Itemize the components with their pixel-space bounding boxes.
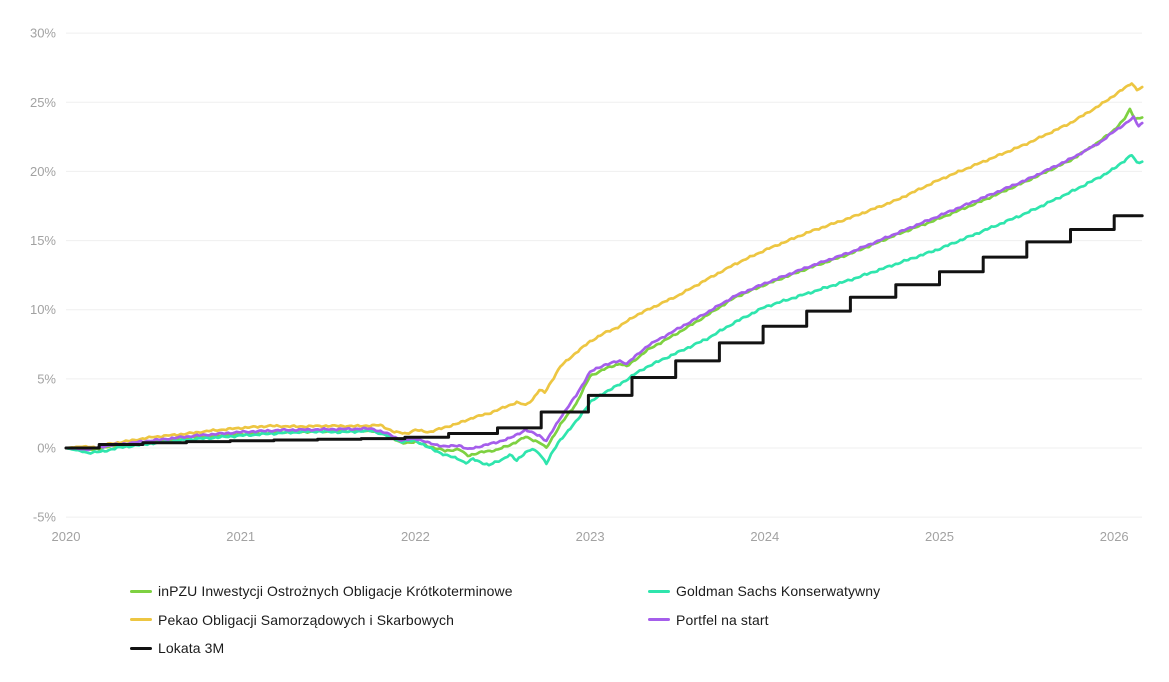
series-line-0: [64, 107, 1144, 458]
legend-label-lokata: Lokata 3M: [158, 640, 225, 657]
x-tick-label: 2022: [401, 529, 430, 544]
y-tick-label: 0%: [37, 441, 56, 456]
legend-label-portfel: Portfel na start: [676, 611, 769, 628]
y-tick-label: 20%: [30, 164, 56, 179]
portfel-line-swatch-icon: [648, 618, 670, 622]
x-tick-label: 2024: [750, 529, 779, 544]
legend-item-inpzu[interactable]: inPZU Inwestycji Ostrożnych Obligacje Kr…: [130, 583, 648, 599]
legend-item-goldman[interactable]: Goldman Sachs Konserwatywny: [648, 583, 880, 599]
lokata-line-swatch-icon: [130, 646, 152, 650]
x-tick-label: 2023: [576, 529, 605, 544]
x-tick-label: 2021: [226, 529, 255, 544]
legend-label-inpzu: inPZU Inwestycji Ostrożnych Obligacje Kr…: [158, 583, 513, 600]
legend-label-goldman: Goldman Sachs Konserwatywny: [676, 583, 881, 600]
series-line-3: [64, 115, 1144, 452]
y-tick-label: 10%: [30, 302, 56, 317]
x-tick-label: 2025: [925, 529, 954, 544]
goldman-line-swatch-icon: [648, 589, 670, 593]
y-tick-label: 25%: [30, 95, 56, 110]
performance-line-chart: 30% 25% 20% 15% 10% 5% 0% -5% 2020 2021 2022 2023 20…: [30, 26, 1144, 544]
series-line-2: [64, 82, 1144, 450]
legend-item-portfel[interactable]: Portfel na start: [648, 612, 880, 628]
series-line-4: [64, 214, 1144, 450]
x-tick-label: 2026: [1100, 529, 1129, 544]
legend-item-pekao[interactable]: Pekao Obligacji Samorządowych i Skarbowy…: [130, 612, 648, 628]
y-tick-label: -5%: [33, 510, 57, 525]
legend-item-lokata[interactable]: Lokata 3M: [130, 640, 648, 656]
y-tick-label: 5%: [37, 371, 56, 386]
chart-legend: inPZU Inwestycji Ostrożnych Obligacje Kr…: [130, 577, 880, 663]
x-tick-label: 2020: [52, 529, 81, 544]
pekao-line-swatch-icon: [130, 618, 152, 622]
inpzu-line-swatch-icon: [130, 589, 152, 593]
legend-label-pekao: Pekao Obligacji Samorządowych i Skarbowy…: [158, 611, 454, 628]
y-tick-label: 30%: [30, 26, 56, 41]
y-tick-label: 15%: [30, 233, 56, 248]
series-line-1: [64, 153, 1144, 467]
